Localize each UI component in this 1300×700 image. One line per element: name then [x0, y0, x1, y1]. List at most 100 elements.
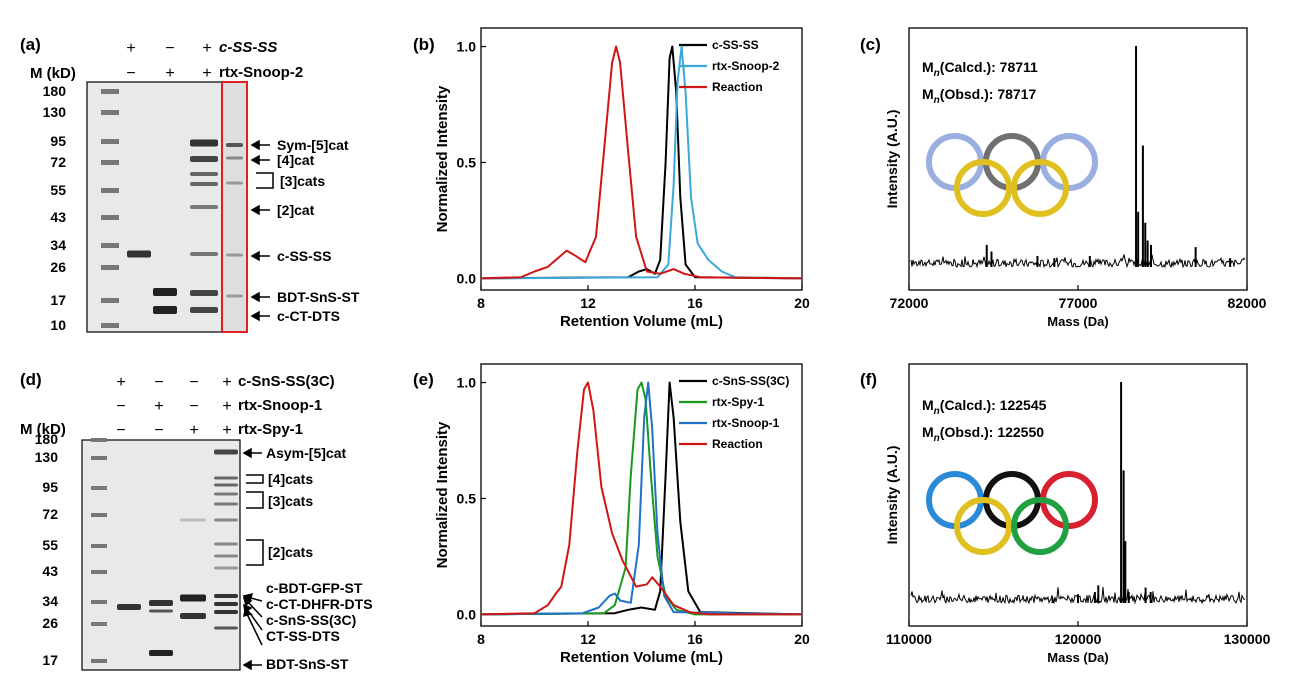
mn-obsd-f: Mn(Obsd.): 122550 [922, 424, 1044, 444]
annotation: CT-SS-DTS [266, 628, 340, 644]
panel-b: (b) 8 12 16 20 0.0 0.5 1.0 Retention Volume (mL… [413, 27, 810, 330]
x-tick-label: 12 [580, 631, 596, 647]
gel-band [214, 594, 238, 598]
series-line [480, 381, 802, 616]
gel-band [190, 252, 218, 256]
y-tick-label: 0.0 [457, 606, 477, 622]
gel-band [91, 486, 107, 490]
series-line [480, 45, 803, 280]
gel-band [226, 143, 243, 147]
gel-band [226, 156, 243, 160]
gel-band [214, 518, 238, 522]
sign-rows-d: + − − + − + − + − − + + [116, 374, 231, 439]
annotation: c-CT-DTS [277, 308, 340, 324]
olympic-rings-c [926, 133, 1098, 217]
annotation: [3]cats [268, 493, 313, 509]
annotation: c-CT-DHFR-DTS [266, 596, 373, 612]
annotation: c-SS-SS [277, 248, 331, 264]
panel-c-label: (c) [860, 35, 881, 54]
gel-band [91, 438, 107, 442]
gel-band [101, 188, 119, 193]
annotation: c-SnS-SS(3C) [266, 612, 356, 628]
spectrum-baseline [910, 254, 1246, 269]
row-1-name-a: c-SS-SS [219, 39, 277, 56]
y-axis-label: Intensity (A.U.) [884, 446, 900, 545]
gel-band [214, 483, 238, 487]
marker-label: 34 [42, 593, 58, 609]
x-tick-label: 82000 [1228, 295, 1267, 311]
gel-band [190, 205, 218, 209]
sign: + [202, 40, 211, 57]
x-axis-label: Mass (Da) [1047, 650, 1108, 665]
gel-band [153, 306, 177, 314]
panel-a-label: (a) [20, 35, 41, 54]
mn-value: (Calcd.): 122545 [940, 397, 1047, 413]
gel-band [214, 449, 238, 455]
x-tick-label: 8 [477, 295, 485, 311]
x-tick-label: 12 [580, 295, 596, 311]
gel-band [101, 139, 119, 144]
gel-band [91, 622, 107, 626]
x-axis-label: Retention Volume (mL) [560, 649, 723, 666]
gel-band [214, 502, 238, 506]
annotations-d: Asym-[5]cat [4]cats [3]cats [2]cats c-BD… [242, 445, 373, 672]
chromatogram-e: 8 12 16 20 0.0 0.5 1.0 Retention Volume (mL) Nor… [434, 363, 810, 666]
series-line [480, 45, 803, 280]
y-tick-label: 0.0 [457, 270, 477, 286]
marker-label: 17 [50, 292, 66, 308]
mn-symbol: M [922, 86, 934, 102]
panel-a: (a) M (kD) + − + c-SS-SS − + + rtx-Snoop… [20, 35, 360, 333]
gel-band [101, 89, 119, 94]
mn-value: (Obsd.): 78717 [940, 86, 1037, 102]
sign: + [222, 374, 231, 391]
sign: + [116, 374, 125, 391]
gel-band [190, 172, 218, 176]
mn-obsd-c: Mn(Obsd.): 78717 [922, 86, 1036, 106]
panel-e-label: (e) [413, 370, 434, 389]
gel-band [190, 182, 218, 186]
annotation: [4]cat [277, 152, 315, 168]
panel-f: (f) 110000 120000 130000 Mass (Da) Intensity… [860, 363, 1271, 665]
mn-value: (Calcd.): 78711 [940, 59, 1038, 75]
marker-label: 43 [50, 209, 66, 225]
x-tick-label: 8 [477, 631, 485, 647]
gel-band [214, 554, 238, 558]
x-tick-label: 16 [687, 631, 703, 647]
olympic-rings-f [926, 471, 1098, 555]
marker-labels-d: 180 130 95 72 55 43 34 26 17 [35, 431, 59, 668]
sign: − [189, 374, 198, 391]
annotation: [4]cats [268, 471, 313, 487]
x-tick-label: 110000 [886, 631, 932, 647]
x-axis-label: Mass (Da) [1047, 314, 1108, 329]
plot-frame [480, 363, 803, 627]
panel-d-label: (d) [20, 370, 42, 389]
marker-label: 34 [50, 237, 66, 253]
marker-label: 43 [42, 563, 58, 579]
annotation: Asym-[5]cat [266, 445, 346, 461]
marker-label: 26 [50, 259, 66, 275]
chromatogram-b: 8 12 16 20 0.0 0.5 1.0 Retention Volume (mL) Nor… [434, 27, 810, 330]
gel-band [190, 307, 218, 313]
marker-label: 130 [35, 449, 59, 465]
gel-band [214, 602, 238, 606]
marker-label: 55 [50, 182, 66, 198]
y-axis-label: Normalized Intensity [434, 421, 451, 568]
mn-value: (Obsd.): 122550 [940, 424, 1044, 440]
row-names-d: c-SnS-SS(3C) rtx-Snoop-1 rtx-Spy-1 [238, 373, 335, 438]
series-line [480, 381, 803, 616]
arrow [250, 139, 270, 322]
sign: + [202, 65, 211, 82]
gel-band [214, 610, 238, 614]
gel-band [101, 215, 119, 220]
gel-band [180, 594, 206, 602]
x-tick-label: 20 [794, 295, 810, 311]
bracket [256, 172, 274, 189]
gel-a: 180 130 95 72 55 43 34 26 17 10 [43, 81, 248, 333]
y-tick-label: 0.5 [457, 154, 477, 170]
gel-band [117, 604, 141, 610]
annotation: [2]cats [268, 544, 313, 560]
brackets [246, 474, 264, 566]
legend-label: Reaction [712, 437, 763, 451]
gel-band [149, 609, 173, 613]
